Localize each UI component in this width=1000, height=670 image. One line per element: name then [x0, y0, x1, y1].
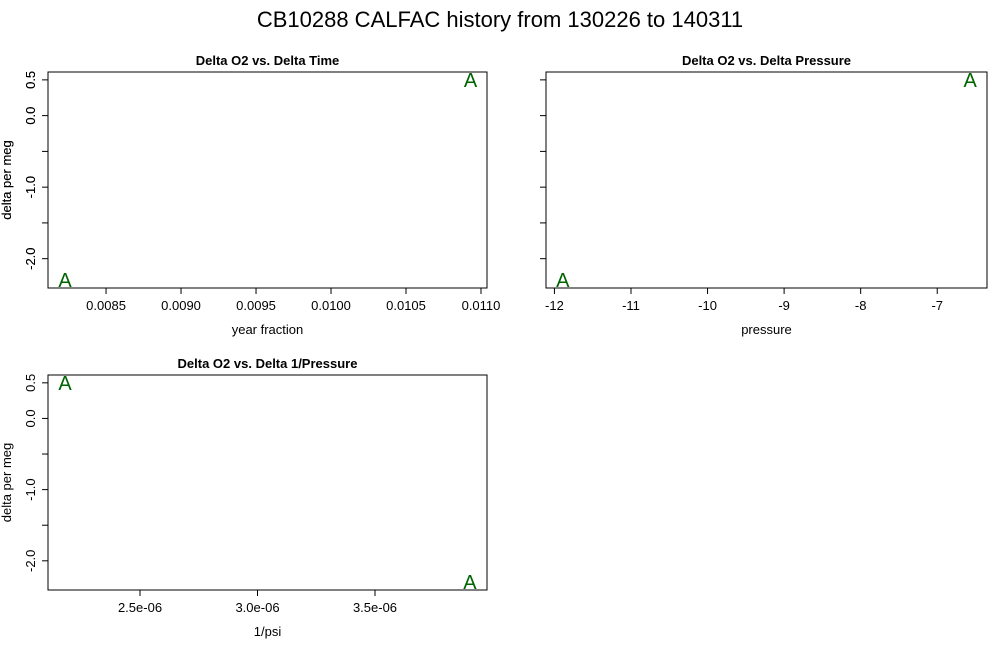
y-tick-label: 0.0 [23, 107, 38, 125]
y-tick-label: -2.0 [23, 247, 38, 269]
x-axis-label: 1/psi [254, 624, 282, 639]
chart-title: Delta O2 vs. Delta Time [196, 53, 340, 68]
y-tick-label: 0.0 [23, 409, 38, 427]
x-tick-label: -7 [931, 298, 943, 313]
chart-title: Delta O2 vs. Delta Pressure [682, 53, 851, 68]
x-axis-label: pressure [741, 322, 792, 337]
y-tick-label: 0.5 [23, 71, 38, 89]
y-tick-label: -1.0 [23, 176, 38, 198]
x-axis-label: year fraction [232, 322, 304, 337]
y-tick-label: -1.0 [23, 176, 38, 198]
x-tick-label: -11 [622, 298, 640, 313]
y-tick-label: -2.0 [23, 550, 38, 572]
point-marker: A [556, 270, 570, 292]
point-marker: A [464, 70, 478, 92]
point-marker: A [58, 270, 72, 292]
x-tick-label: 2.5e-06 [118, 600, 162, 615]
y-tick-label: 0.5 [23, 374, 38, 392]
x-tick-label: -10 [698, 298, 717, 313]
x-tick-label: 3.0e-06 [235, 600, 279, 615]
chart-title: Delta O2 vs. Delta 1/Pressure [178, 356, 358, 371]
y-axis-label: delta per meg [0, 140, 14, 220]
y-axis-label: delta per meg [0, 443, 14, 523]
x-tick-label: 0.0110 [462, 298, 501, 313]
x-tick-label: -12 [545, 298, 564, 313]
x-tick-label: 3.5e-06 [353, 600, 397, 615]
figure-title: CB10288 CALFAC history from 130226 to 14… [257, 7, 743, 32]
x-tick-label: 0.0090 [161, 298, 201, 313]
y-axis-label: delta per meg [0, 140, 14, 220]
y-tick-label: 0.0 [23, 107, 38, 125]
y-tick-label: -1.0 [23, 478, 38, 500]
x-tick-label: -8 [855, 298, 867, 313]
point-marker: A [963, 70, 977, 92]
x-tick-label: 0.0100 [311, 298, 351, 313]
y-tick-label: 0.5 [23, 71, 38, 89]
x-tick-label: 0.0085 [86, 298, 126, 313]
y-tick-label: -2.0 [23, 247, 38, 269]
point-marker: A [58, 373, 72, 395]
x-tick-label: 0.0105 [386, 298, 426, 313]
x-tick-label: 0.0095 [236, 298, 276, 313]
x-tick-label: -9 [778, 298, 790, 313]
point-marker: A [463, 572, 477, 594]
